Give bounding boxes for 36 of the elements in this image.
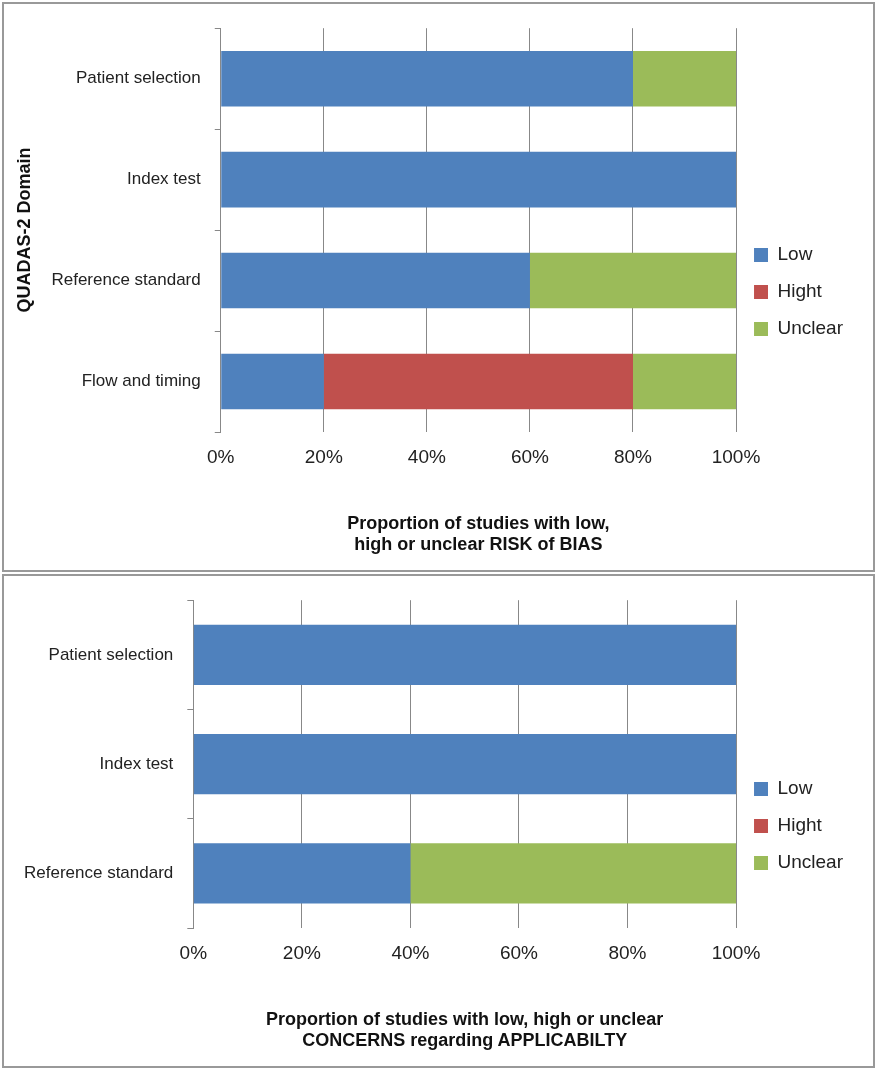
bar xyxy=(632,50,737,107)
y-tick-label: Flow and timing xyxy=(81,371,201,391)
x-tick-label: 20% xyxy=(304,445,343,467)
y-axis-title: QUADAS-2 Domain xyxy=(13,147,34,313)
legend-label: Unclear xyxy=(777,851,844,873)
x-tick-label: 60% xyxy=(499,941,539,963)
y-tick-label: Reference standard xyxy=(23,863,174,883)
bar xyxy=(323,353,633,410)
x-tick-label: 100% xyxy=(711,941,761,963)
legend-label: Hight xyxy=(777,280,823,302)
x-tick-label: 0% xyxy=(207,445,235,467)
x-tick-label: 100% xyxy=(711,445,761,467)
bar xyxy=(221,252,530,309)
bar xyxy=(529,252,737,309)
x-tick-label: 0% xyxy=(179,941,208,963)
x-tick-label: 80% xyxy=(608,941,647,963)
bar xyxy=(221,151,737,208)
bar xyxy=(221,50,633,107)
x-tick-label: 20% xyxy=(282,941,321,963)
x-tick-label: 80% xyxy=(613,445,653,467)
x-tick-label: 40% xyxy=(391,941,430,963)
y-tick-label: Index test xyxy=(127,169,202,189)
y-tick-label: Reference standard xyxy=(51,270,201,290)
x-tick-label: 40% xyxy=(407,445,446,467)
x-tick-label: 60% xyxy=(510,445,550,467)
legend-label: Low xyxy=(777,777,813,799)
y-tick-label: Index test xyxy=(99,753,174,773)
legend-label: Unclear xyxy=(777,317,844,339)
x-axis-title: Proportion of studies with low, high or unclear CONCERNS regarding APPLICABILTY xyxy=(266,1008,664,1051)
legend-label: Hight xyxy=(777,814,823,836)
y-tick-label: Patient selection xyxy=(76,68,201,88)
bar xyxy=(632,353,737,410)
legend-label: Low xyxy=(777,243,813,265)
x-axis-title: Proportion of studies with low, high or unclear RISK of BIAS xyxy=(347,512,610,555)
y-tick-label: Patient selection xyxy=(48,644,174,664)
bar xyxy=(221,353,324,410)
